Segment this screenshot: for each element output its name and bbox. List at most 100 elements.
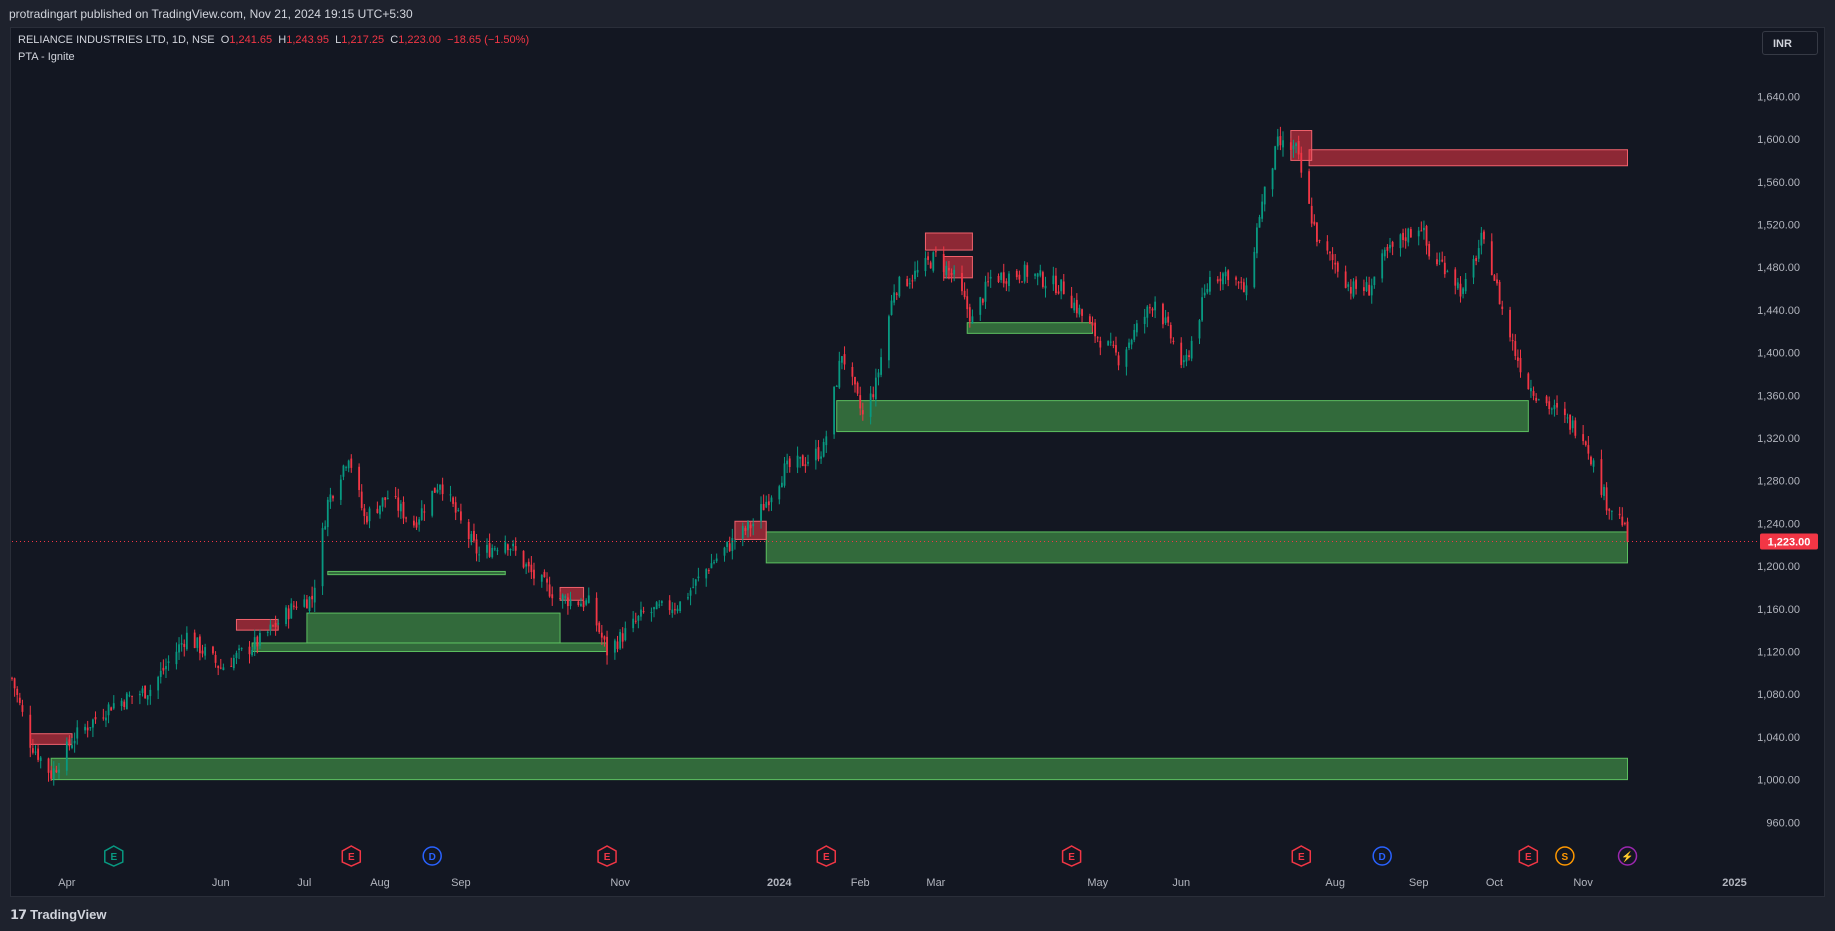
candle-body [533,569,535,579]
candle-body [1081,309,1083,316]
candle-body [1091,322,1094,326]
candle-body [934,251,937,253]
candle-body [222,667,225,671]
legend-high: 1,243.95 [286,34,330,46]
candle-body [1203,292,1206,296]
event-marker[interactable]: E [816,845,837,867]
candle-body [1135,323,1138,333]
candle-body [1151,308,1154,311]
candle-body [1240,281,1243,283]
candle-body [1070,295,1073,309]
candle-body [120,700,123,707]
event-marker[interactable]: E [1061,845,1082,867]
tradingview-logo[interactable]: 𝟭𝟳 TradingView [10,907,106,923]
legend-close-label: C [390,34,399,46]
candle-body [1425,226,1428,246]
candle-body [313,587,316,603]
demand-zone [966,322,1093,334]
chart-frame[interactable] [10,27,1825,897]
candle-body [788,458,791,468]
candle-body [1271,168,1274,190]
event-marker[interactable]: D [1372,846,1392,866]
candle-body [687,597,689,599]
candle-body [655,602,658,610]
candle-body [1224,271,1227,277]
candle-body [324,526,327,530]
event-marker[interactable]: E [104,845,124,867]
candle-body [1550,408,1553,410]
y-tick-label: 1,520.00 [1757,219,1800,231]
candle-body [1039,270,1042,276]
candle-body [953,269,956,275]
candle-body [1462,288,1464,294]
x-tick-label: May [1087,877,1108,889]
indicator-legend[interactable]: PTA - Ignite [18,51,75,63]
candle-body [1532,391,1535,396]
candle-body [1143,316,1146,324]
candle-body [796,455,799,468]
candle-body [861,410,864,415]
candle-body [613,640,616,653]
supply-zone [1308,149,1629,167]
legend-change: −18.65 (−1.50%) [447,34,530,46]
candle-body [405,517,408,519]
candle-body [1130,339,1133,345]
y-tick-label: 1,120.00 [1757,647,1800,659]
currency-button[interactable]: INR [1762,31,1818,55]
candle-body [1590,456,1592,465]
candle-body [1242,282,1245,293]
candle-body [564,596,567,598]
candle-body [820,456,822,459]
event-marker[interactable]: ⚡ [1617,846,1638,866]
candle-body [906,278,909,287]
brand-name: TradingView [30,907,107,922]
candle-body [128,695,131,697]
candle-body [272,625,274,627]
candle-body [259,632,261,646]
candle-body [366,516,368,523]
candle-body [332,496,334,499]
y-tick-label: 1,600.00 [1757,134,1800,146]
event-marker-label: E [1068,852,1075,863]
candle-body [1021,281,1023,283]
candle-body [546,578,548,583]
candle-body [1167,316,1170,323]
candle-body [1227,270,1230,281]
candle-body [1115,345,1117,353]
candle-body [1055,275,1057,294]
candle-body [540,574,543,582]
candle-body [1206,289,1209,293]
candle-body [441,484,444,495]
candle-body [780,482,783,488]
candle-body [637,615,640,621]
candle-body [710,563,713,569]
event-marker[interactable]: E [1518,845,1539,867]
x-tick-label: Aug [1325,877,1345,889]
event-marker[interactable]: S [1555,846,1575,866]
candle-body [1417,230,1420,237]
event-marker[interactable]: E [597,845,617,867]
candle-body [1386,246,1389,251]
event-marker[interactable]: D [422,846,442,866]
candle-body [1289,142,1292,150]
event-marker[interactable]: E [1291,845,1312,867]
candle-body [522,550,525,568]
candle-body [1274,146,1277,170]
candle-body [767,501,770,506]
event-marker[interactable]: E [341,845,362,867]
event-marker-label: S [1562,852,1569,863]
candle-body [841,356,843,363]
candle-body [486,544,488,553]
legend-open: 1,241.65 [229,34,273,46]
candle-body [814,448,817,461]
y-tick-label: 1,160.00 [1757,604,1800,616]
candle-body [1623,523,1626,525]
candle-body [162,667,165,671]
candle-body [640,609,642,617]
supply-zone [235,618,279,631]
candle-body [642,611,645,613]
candle-body [1279,136,1282,146]
x-tick-label: Feb [851,877,870,889]
candle-body [1008,273,1010,287]
